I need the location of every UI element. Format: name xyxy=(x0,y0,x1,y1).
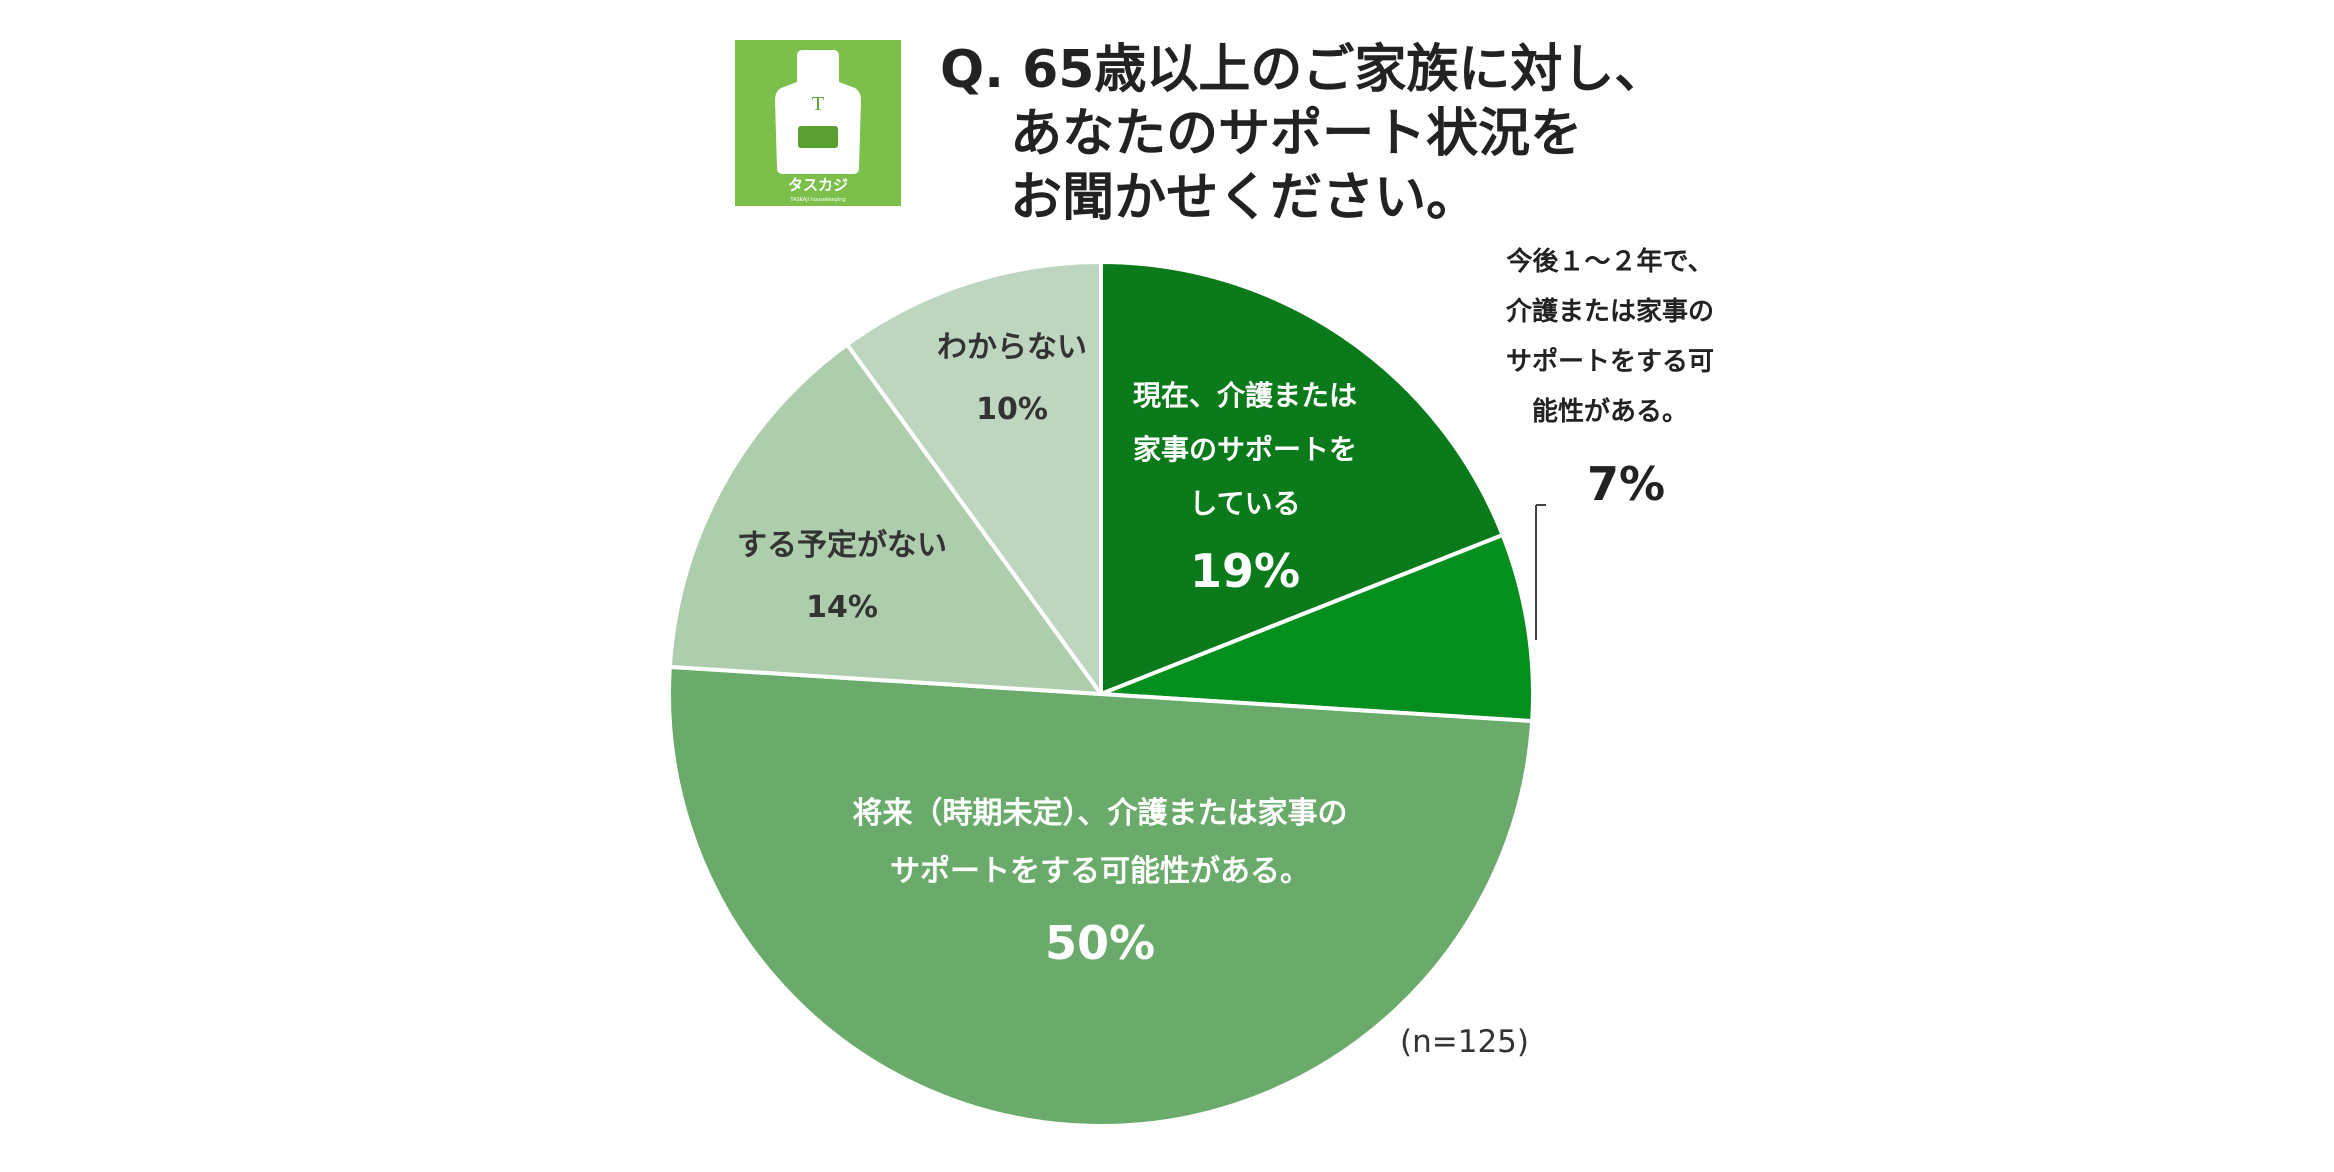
slice-value-50pct: 50% xyxy=(1045,916,1155,970)
slice-label-50pct: 将来（時期未定）、介護または家事のサポートをする可能性がある。 xyxy=(853,796,1348,889)
slice-label-19pct: 現在、介護または家事のサポートをしている xyxy=(1133,379,1357,520)
pie-slice-50pct xyxy=(667,664,1535,1128)
logo-letter: T xyxy=(812,93,824,115)
slice-value-14pct: 14% xyxy=(806,590,878,625)
slice-label-14pct: する予定がない xyxy=(737,528,947,563)
question-title: Q. 65歳以上のご家族に対し、 あなたのサポート状況を お聞かせください。 xyxy=(940,40,1667,228)
slice-label-7pct: 今後１～２年で、介護または家事のサポートをする可能性がある。 xyxy=(1505,246,1714,427)
slice-label-10pct: わからない xyxy=(937,330,1087,365)
tasukaji-logo: T タスカジ TASKAJI housekeeping xyxy=(735,40,901,206)
pie-slice-7pct xyxy=(1099,532,1535,724)
logo-tagline: TASKAJI housekeeping xyxy=(789,197,845,203)
pie-slice-10pct xyxy=(845,260,1103,696)
pie-slices xyxy=(667,260,1535,1128)
slice-value-19pct: 19% xyxy=(1190,544,1300,598)
pie-slice-19pct xyxy=(1099,260,1505,696)
logo-text: タスカジ xyxy=(788,176,848,194)
apron-icon xyxy=(775,50,861,174)
slice-labels: 現在、介護または家事のサポートをしている 19% 今後１～２年で、介護または家事のサ… xyxy=(737,246,1714,970)
apron-pocket xyxy=(798,126,838,148)
slice-value-10pct: 10% xyxy=(976,392,1048,427)
sample-size: (n=125) xyxy=(1400,1024,1529,1060)
pie-slice-14pct xyxy=(667,342,1103,696)
slice-value-7pct: 7% xyxy=(1587,457,1665,511)
